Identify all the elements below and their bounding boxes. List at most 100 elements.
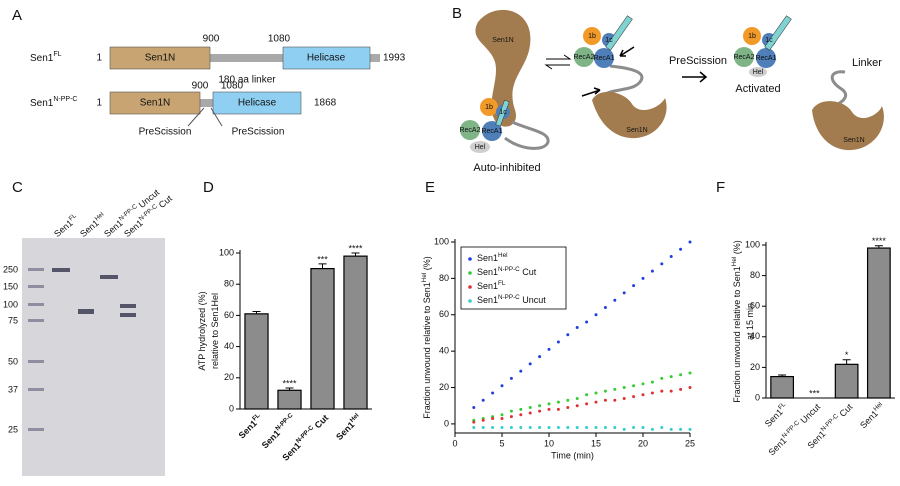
ladder-band [28,360,44,363]
data-point [556,340,560,344]
legend-label: Sen1FL [477,280,506,291]
data-point [622,427,626,431]
y-tick-label: 80 [224,279,234,289]
domain-label: Sen1N [145,53,176,64]
data-point [491,416,495,420]
data-point [688,427,692,431]
y-tick-label: 40 [750,331,760,341]
data-point [538,355,542,359]
data-point [603,426,607,430]
x-tick-label: Sen1FL [236,412,265,441]
position: 1080 [268,34,291,45]
site-label: PreScission [232,127,285,138]
construct-name: Sen1N-PP-C [30,96,77,108]
data-point [538,404,542,408]
caption: Auto-inhibited [473,162,540,174]
ladder [28,268,44,431]
superscript: FL [53,51,61,58]
domain-shape [482,121,502,141]
domain-shape [574,47,594,67]
lane-label: Sen1FL [52,212,81,239]
data-point [519,369,523,373]
significance: **** [282,378,297,388]
stalk [764,15,792,51]
data-point [575,426,579,430]
tail [368,54,380,62]
data-point [622,386,626,390]
data-point [688,371,692,375]
data-point [472,426,476,430]
data-point [481,418,485,422]
data-point [669,375,673,379]
position: 1868 [314,98,337,109]
data-point [594,426,598,430]
error-bar [252,311,261,314]
error-bar [874,245,883,249]
legend-box [460,246,567,310]
legend-marker [468,285,472,289]
data-point [641,382,645,386]
ladder-band [28,428,44,431]
x-tick-label: 25 [685,438,695,448]
sen1n-shape [812,101,884,151]
data-point [585,320,589,324]
y-axis-label: relative to Sen1Hel [210,293,220,369]
data-point [613,398,617,402]
superscript: Hel [349,412,361,424]
panel-label: A [12,7,22,24]
domain-label: Sen1N [626,127,647,134]
domain-shape [743,27,761,45]
data-point [547,402,551,406]
marker-label: 75 [8,315,18,325]
data-point [481,398,485,402]
text-part: Sen1 [477,253,498,263]
domain-label: RecA1 [481,128,502,135]
significance: *** [809,388,820,398]
y-tick-label: 80 [439,273,449,283]
bar [770,375,795,399]
marker-label: 100 [3,299,18,309]
data-point [650,380,654,384]
domain-label: RecA2 [459,127,480,134]
data-point [528,406,532,410]
domain-shape [470,141,490,153]
data-point [594,313,598,317]
panel-label: E [425,179,435,196]
superscript: Hel [421,273,428,282]
bar [277,389,302,410]
gel: 250 150 100 75 50 37 25 Sen1FL Sen1Hel S… [3,187,175,476]
superscript: N-PP-C [498,294,520,301]
text-part: relative to Sen1Hel [210,293,220,369]
y-tick-label: 40 [439,346,449,356]
data-point [679,373,683,377]
bar [834,363,859,399]
legend-marker [468,271,472,275]
y-tick-label: 0 [755,392,760,402]
y-tick-label: 60 [439,309,449,319]
y-tick-label: 0 [444,418,449,428]
data-point [547,347,551,351]
domain-shape [594,48,614,68]
y-axis-label: ATP hydrolyzed (%) [197,291,207,370]
data-point [519,426,523,430]
protein-band [100,275,118,279]
position: 1993 [383,53,406,64]
y-tick-label: 80 [750,270,760,280]
x-tick-label: 10 [544,438,554,448]
text-part: Fraction unwound relative to Sen1 [732,266,742,403]
text-part: (%) [422,256,432,273]
error-bar [285,387,294,391]
stalk [605,15,633,51]
legend-label: Sen1Hel [477,252,507,263]
data-point [585,426,589,430]
domain-shape [734,47,754,67]
data-point [679,387,683,391]
site-pointer [187,107,223,127]
protein-band [52,268,70,272]
data-point [538,409,542,413]
error-bar [842,359,851,365]
linker [210,54,285,62]
bar [310,268,335,410]
y-tick-label: 60 [224,310,234,320]
panel-label: D [203,179,214,196]
